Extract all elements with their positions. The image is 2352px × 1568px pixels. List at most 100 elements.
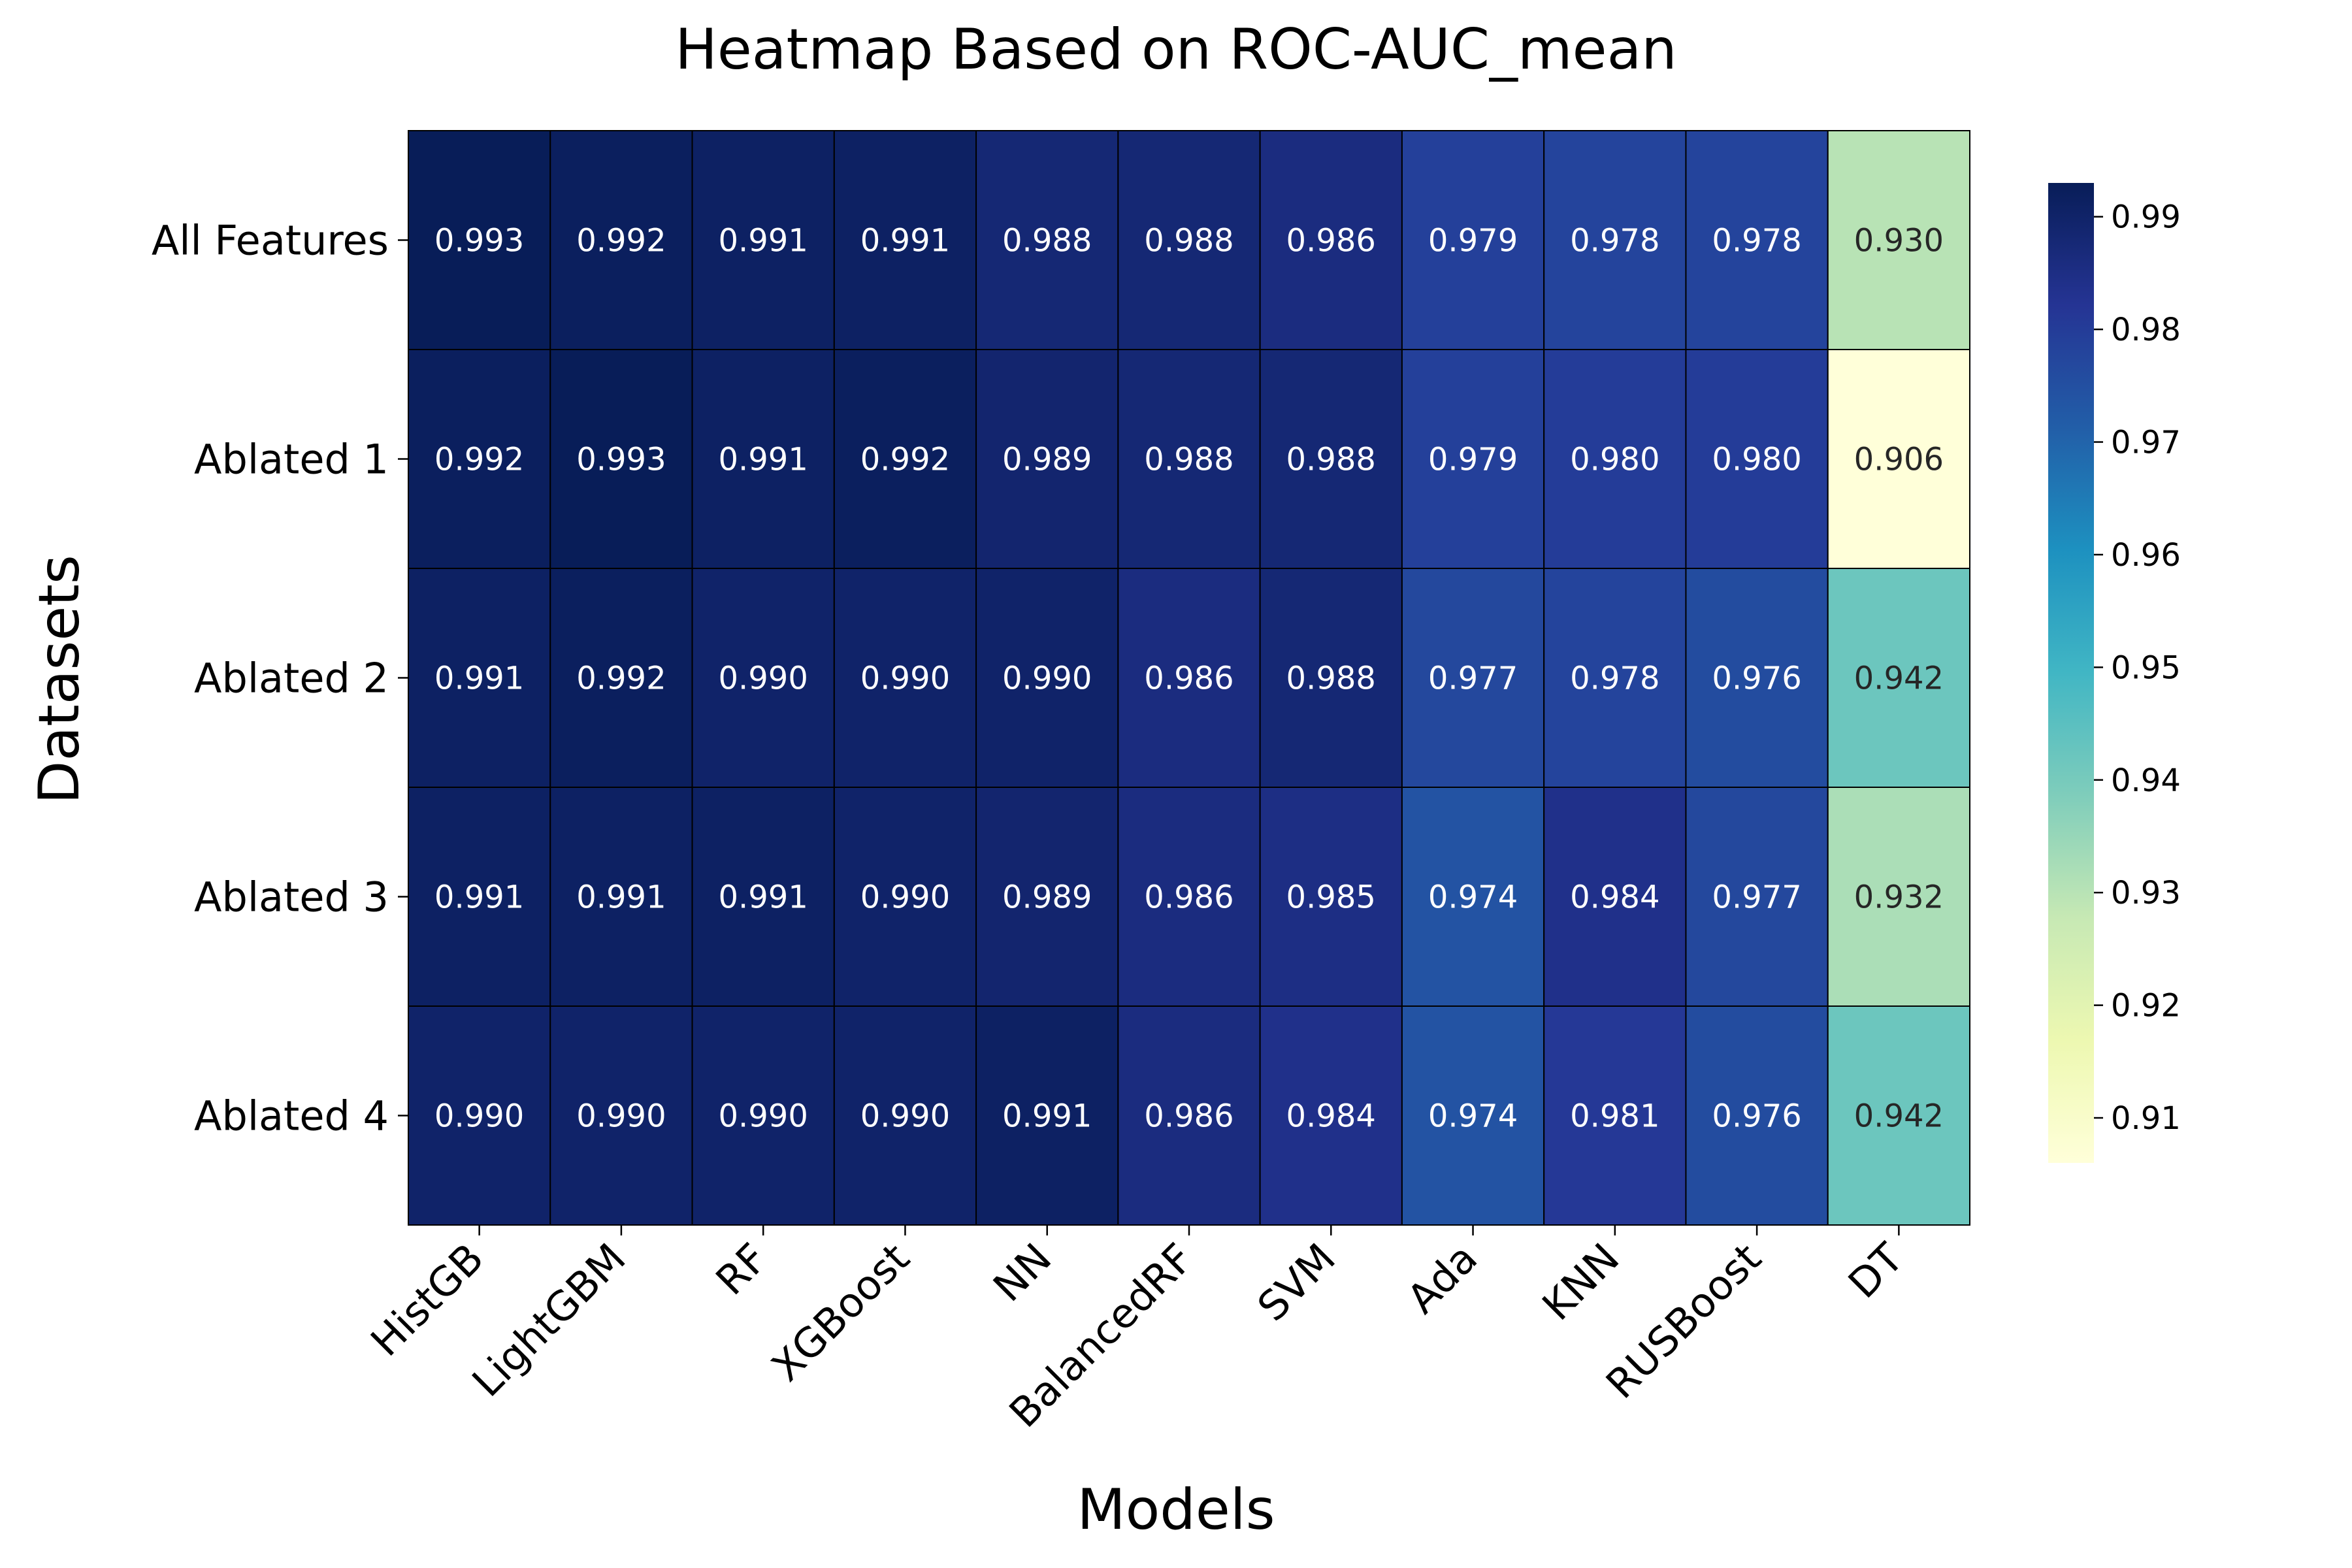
cell-value-label: 0.906: [1854, 442, 1944, 478]
y-tick-label: Ablated 2: [194, 655, 389, 702]
heatmap-cell: [975, 787, 1119, 1007]
heatmap-cell: [833, 1005, 977, 1226]
heatmap-cell: [1543, 349, 1687, 569]
cell-value-label: 0.979: [1428, 442, 1518, 478]
cell-value-label: 0.978: [1570, 223, 1659, 259]
heatmap-cell: [1117, 568, 1261, 788]
x-tick-label: Ada: [1398, 1234, 1487, 1323]
colorbar-tick-label: 0.95: [2111, 649, 2181, 686]
cell-value-label: 0.991: [860, 223, 950, 259]
heatmap-cell: [1259, 787, 1403, 1007]
heatmap-cell: [1401, 130, 1545, 350]
heatmap-cell: [833, 349, 977, 569]
colorbar: 0.91 0.92 0.93 0.94 0.95 0.96 0.97 0.98 0.99: [2048, 183, 2181, 1163]
cell-value-label: 0.990: [718, 1098, 808, 1135]
cell-value-label: 0.991: [434, 661, 524, 697]
x-tick-label: SVM: [1249, 1234, 1345, 1330]
colorbar-tick-label: 0.92: [2111, 988, 2181, 1024]
colorbar-tick-label: 0.96: [2111, 537, 2181, 574]
cell-value-label: 0.985: [1286, 879, 1376, 916]
heatmap-cell: [549, 1005, 693, 1226]
heatmap-cell: [691, 787, 835, 1007]
colorbar-tick-label: 0.94: [2111, 762, 2181, 799]
heatmap-cell: [1117, 787, 1261, 1007]
heatmap-cell: [691, 349, 835, 569]
cell-value-label: 0.986: [1286, 223, 1376, 259]
heatmap-cell: [549, 787, 693, 1007]
y-axis-ticks: All Features Ablated 1 Ablated 2 Ablated 3 A…: [152, 217, 408, 1140]
heatmap-cell: [1117, 1005, 1261, 1226]
heatmap-cell: [1259, 1005, 1403, 1226]
cell-value-label: 0.993: [576, 442, 666, 478]
heatmap-cell: [549, 349, 693, 569]
cell-value-label: 0.981: [1570, 1098, 1659, 1135]
cell-value-label: 0.976: [1712, 661, 1801, 697]
colorbar-tick-label: 0.93: [2111, 875, 2181, 911]
y-tick-label: Ablated 4: [194, 1092, 389, 1140]
chart-title: Heatmap Based on ROC-AUC_mean: [675, 17, 1677, 82]
cell-value-label: 0.991: [576, 879, 666, 916]
cell-value-label: 0.990: [576, 1098, 666, 1135]
cell-value-label: 0.991: [718, 223, 808, 259]
x-tick-label: NN: [984, 1234, 1060, 1311]
cell-value-label: 0.991: [1002, 1098, 1092, 1135]
cell-value-label: 0.993: [434, 223, 524, 259]
heatmap-cell: [975, 349, 1119, 569]
heatmap-cell: [833, 130, 977, 350]
cell-value-label: 0.990: [718, 661, 808, 697]
colorbar-tick-label: 0.91: [2111, 1100, 2181, 1137]
cell-value-label: 0.984: [1286, 1098, 1376, 1135]
cell-value-label: 0.991: [718, 879, 808, 916]
x-tick-label: RUSBoost: [1597, 1234, 1771, 1408]
y-tick-label: All Features: [152, 217, 389, 265]
y-axis-label: Datasets: [27, 555, 92, 804]
x-tick-label: KNN: [1533, 1234, 1628, 1330]
cell-value-label: 0.990: [860, 661, 950, 697]
heatmap-cell: [691, 1005, 835, 1226]
y-tick-label: Ablated 1: [194, 436, 389, 483]
cell-value-label: 0.978: [1712, 223, 1801, 259]
heatmap-cell: [1117, 130, 1261, 350]
cell-value-label: 0.978: [1570, 661, 1659, 697]
cell-value-label: 0.992: [576, 661, 666, 697]
heatmap-cell: [1543, 787, 1687, 1007]
heatmap-cell: [1685, 787, 1829, 1007]
cell-value-label: 0.990: [860, 1098, 950, 1135]
colorbar-tick-label: 0.98: [2111, 312, 2181, 348]
heatmap-cell: [408, 1005, 551, 1226]
heatmap-cell: [1543, 568, 1687, 788]
cell-value-label: 0.991: [434, 879, 524, 916]
cell-value-label: 0.990: [1002, 661, 1092, 697]
cell-value-label: 0.976: [1712, 1098, 1801, 1135]
cell-value-label: 0.930: [1854, 223, 1944, 259]
cell-value-label: 0.990: [860, 879, 950, 916]
cell-value-label: 0.988: [1286, 442, 1376, 478]
cell-value-label: 0.932: [1854, 879, 1944, 916]
heatmap-cell: [1827, 349, 1971, 569]
heatmap-cell: [1543, 1005, 1687, 1226]
cell-value-label: 0.988: [1286, 661, 1376, 697]
cell-value-label: 0.988: [1144, 223, 1233, 259]
y-tick-label: Ablated 3: [194, 874, 389, 921]
x-tick-label: HistGB: [361, 1234, 493, 1365]
heatmap-cells: 0.993 0.992 0.991 0.991 0.988 0.988 0.986 0.979…: [408, 130, 1971, 1226]
cell-value-label: 0.980: [1570, 442, 1659, 478]
cell-value-label: 0.942: [1854, 1098, 1944, 1135]
heatmap-cell: [1117, 349, 1261, 569]
heatmap-cell: [408, 568, 551, 788]
cell-value-label: 0.992: [860, 442, 950, 478]
cell-value-label: 0.989: [1002, 442, 1092, 478]
heatmap-cell: [1685, 349, 1829, 569]
cell-value-label: 0.986: [1144, 879, 1233, 916]
x-tick-label: DT: [1839, 1233, 1913, 1307]
heatmap-cell: [1401, 349, 1545, 569]
cell-value-label: 0.974: [1428, 1098, 1518, 1135]
heatmap-cell: [1827, 130, 1971, 350]
cell-value-label: 0.977: [1428, 661, 1518, 697]
x-tick-label: LightGBM: [463, 1234, 635, 1406]
heatmap-cell: [691, 568, 835, 788]
cell-value-label: 0.979: [1428, 223, 1518, 259]
cell-value-label: 0.988: [1002, 223, 1092, 259]
cell-value-label: 0.986: [1144, 661, 1233, 697]
